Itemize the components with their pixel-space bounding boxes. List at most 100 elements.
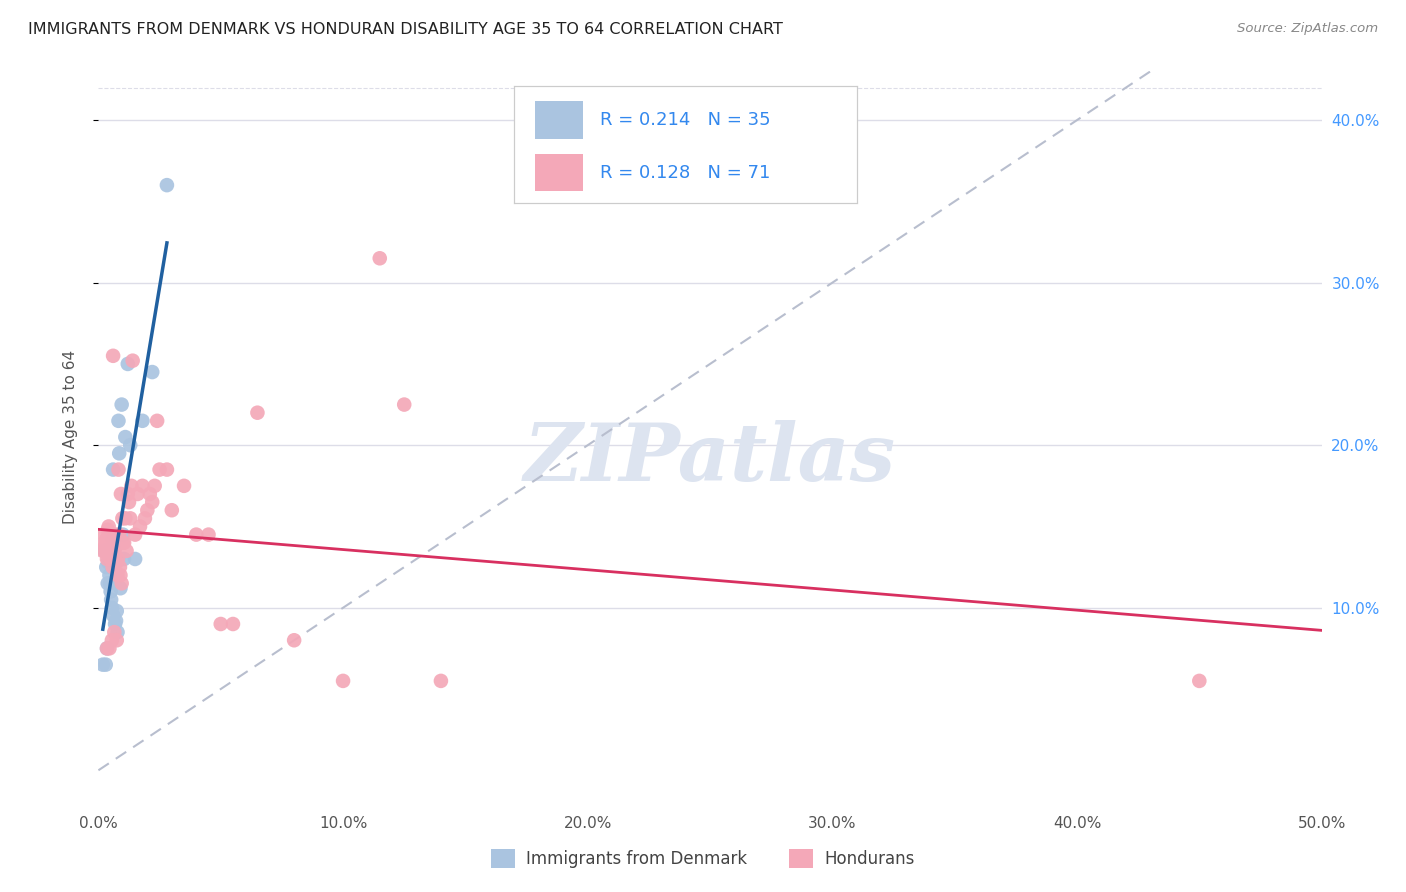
Point — [97, 519, 120, 533]
Point — [107, 462, 129, 476]
Point — [124, 552, 146, 566]
Point — [156, 178, 179, 193]
Point — [143, 479, 166, 493]
Point — [111, 535, 134, 549]
Point — [120, 438, 142, 452]
Y-axis label: Disability Age 35 to 64: Disability Age 35 to 64 — [63, 350, 77, 524]
Point — [111, 527, 134, 541]
Point — [115, 544, 138, 558]
Point — [100, 592, 122, 607]
Point — [160, 503, 183, 517]
Point — [108, 527, 131, 541]
Point — [91, 657, 114, 672]
Point — [97, 549, 120, 563]
Point — [129, 519, 152, 533]
Point — [111, 511, 134, 525]
Point — [173, 479, 195, 493]
Point — [94, 539, 117, 553]
Point — [103, 533, 125, 547]
Point — [124, 527, 146, 541]
Point — [111, 398, 134, 412]
Point — [136, 503, 159, 517]
Point — [141, 365, 163, 379]
Point — [120, 511, 142, 525]
Point — [114, 511, 136, 525]
Point — [104, 555, 127, 569]
Point — [156, 462, 179, 476]
Point — [209, 617, 232, 632]
Point — [97, 523, 120, 537]
Point — [222, 617, 245, 632]
Point — [98, 527, 121, 541]
Point — [107, 552, 129, 566]
Point — [108, 446, 131, 460]
Point — [118, 495, 141, 509]
Text: ZIPatlas: ZIPatlas — [524, 420, 896, 498]
Point — [94, 544, 117, 558]
Point — [97, 555, 120, 569]
Point — [131, 414, 153, 428]
Point — [100, 584, 122, 599]
Point — [91, 544, 114, 558]
Point — [108, 560, 131, 574]
Point — [103, 608, 125, 623]
Point — [93, 544, 115, 558]
Point — [104, 617, 127, 632]
Point — [98, 539, 121, 553]
Point — [96, 560, 118, 574]
Point — [105, 604, 128, 618]
Point — [97, 576, 120, 591]
Point — [101, 462, 124, 476]
Point — [103, 544, 125, 558]
Point — [149, 462, 172, 476]
Point — [101, 633, 124, 648]
Point — [332, 673, 354, 688]
Point — [112, 535, 135, 549]
Point — [98, 576, 121, 591]
Point — [104, 539, 127, 553]
Point — [93, 535, 115, 549]
Point — [104, 552, 127, 566]
Point — [101, 533, 124, 547]
Point — [430, 673, 453, 688]
Point — [120, 479, 142, 493]
Point — [186, 527, 208, 541]
Point — [93, 527, 115, 541]
Point — [117, 357, 139, 371]
Point — [107, 414, 129, 428]
Point — [246, 406, 269, 420]
Point — [100, 552, 122, 566]
Point — [96, 552, 118, 566]
Point — [283, 633, 305, 648]
Point — [139, 487, 162, 501]
Point — [1188, 673, 1211, 688]
Point — [127, 487, 149, 501]
Point — [105, 555, 128, 569]
Point — [131, 479, 153, 493]
Point — [96, 533, 118, 547]
Point — [141, 495, 163, 509]
Point — [101, 600, 124, 615]
Point — [110, 568, 132, 582]
Point — [368, 252, 391, 266]
Point — [100, 535, 122, 549]
Point — [101, 560, 124, 574]
Point — [105, 614, 128, 628]
Point — [97, 552, 120, 566]
Point — [110, 581, 132, 595]
Point — [94, 657, 117, 672]
Legend: Immigrants from Denmark, Hondurans: Immigrants from Denmark, Hondurans — [485, 842, 921, 875]
Point — [114, 430, 136, 444]
Point — [197, 527, 219, 541]
Point — [96, 641, 118, 656]
Point — [105, 527, 128, 541]
Point — [392, 398, 416, 412]
Point — [107, 625, 129, 640]
Point — [101, 349, 124, 363]
Point — [105, 633, 128, 648]
Point — [98, 568, 121, 582]
Point — [117, 487, 139, 501]
Point — [111, 576, 134, 591]
Point — [112, 552, 135, 566]
Point — [107, 568, 129, 582]
